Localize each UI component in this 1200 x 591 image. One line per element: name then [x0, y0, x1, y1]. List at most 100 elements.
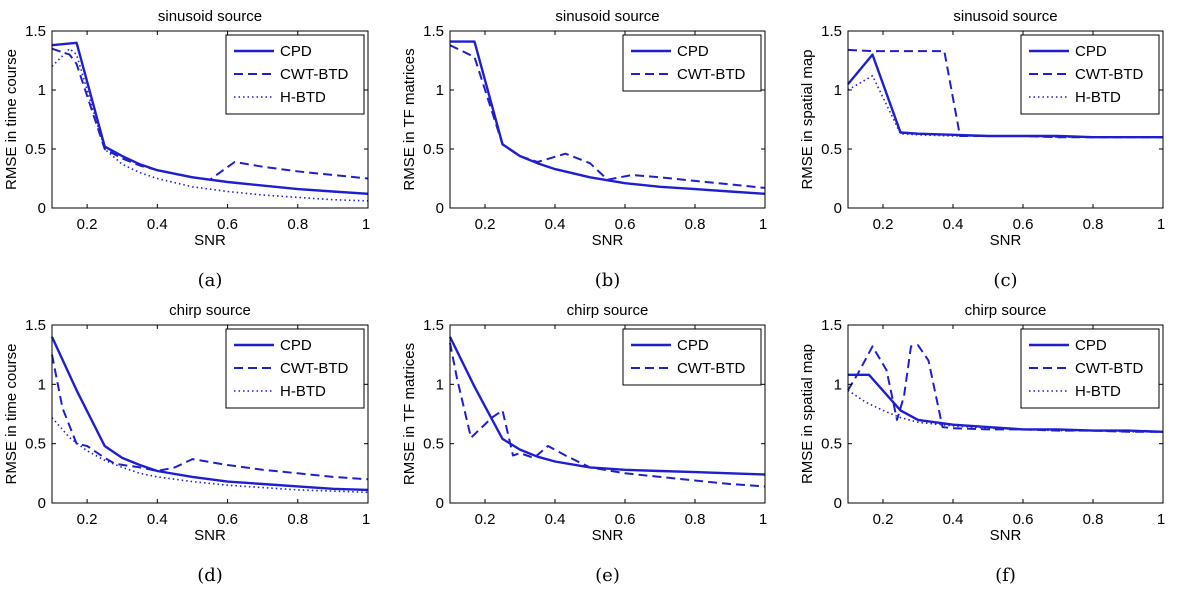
legend-label: H-BTD: [1075, 89, 1121, 106]
series-line-cwt-btd: [847, 344, 1163, 433]
y-tick-label: 0.5: [821, 141, 842, 158]
x-tick-label: 0.8: [685, 511, 706, 528]
x-tick-label: 0.8: [1083, 511, 1104, 528]
x-tick-label: 1: [1157, 216, 1165, 233]
x-tick-label: 0.2: [475, 216, 496, 233]
legend: CPD CWT-BTD: [622, 328, 762, 386]
x-tick-label: 1: [362, 511, 370, 528]
series-line-cwt-btd: [449, 342, 766, 488]
legend: CPD CWT-BTD H-BTD: [1020, 328, 1160, 409]
x-tick-label: 0.6: [615, 216, 636, 233]
y-tick-label: 0: [436, 495, 444, 512]
chart-title: sinusoid source: [953, 8, 1057, 25]
axes-frame: [847, 30, 1164, 209]
panel-caption: (c): [993, 270, 1017, 291]
legend-label: H-BTD: [1075, 383, 1121, 400]
x-axis-label: SNR: [990, 232, 1022, 249]
legend-label: CWT-BTD: [677, 360, 745, 377]
legend-label: H-BTD: [280, 89, 326, 106]
x-tick-label: 0.6: [217, 216, 238, 233]
y-tick-label: 1.5: [821, 23, 842, 40]
series-line-cwt-btd: [449, 44, 766, 189]
chart-title: sinusoid source: [158, 8, 262, 25]
series-line-h-btd: [847, 389, 1163, 433]
x-tick-label: 0.8: [287, 216, 308, 233]
chart-panel-e: 0.2 0.4 0.6 0.8 1 0 0.5 1 1.5 chirp source SNR RMSE…: [401, 302, 767, 586]
y-tick-label: 0.5: [423, 436, 444, 453]
axes-frame: [449, 324, 766, 504]
y-tick-label: 1: [38, 82, 46, 99]
chart-panel-d: 0.2 0.4 0.6 0.8 1 0 0.5 1 1.5 chirp source SNR RMSE…: [3, 302, 370, 586]
series-line-cpd: [848, 373, 1164, 433]
chart-panel-a: 0.2 0.4 0.6 0.8 1 0 0.5 1 1.5 sinusoid source SNR R…: [3, 8, 370, 291]
chart-title: chirp source: [169, 302, 251, 319]
y-axis-label: RMSE in TF matrices: [401, 343, 418, 485]
y-tick-label: 0.5: [423, 141, 444, 158]
legend-label: CWT-BTD: [677, 66, 745, 83]
x-axis-label: SNR: [990, 527, 1022, 544]
y-tick-label: 1.5: [25, 23, 46, 40]
axes-frame: [51, 324, 369, 504]
legend: CPD CWT-BTD H-BTD: [225, 328, 365, 409]
legend-box: [622, 328, 762, 386]
x-tick-label: 0.2: [77, 511, 98, 528]
chart-panel-f: 0.2 0.4 0.6 0.8 1 0 0.5 1 1.5 chirp source SNR RMSE…: [799, 302, 1165, 586]
x-tick-label: 0.4: [943, 216, 964, 233]
panel-caption: (d): [197, 565, 223, 586]
x-tick-label: 0.8: [685, 216, 706, 233]
legend-box: [622, 34, 762, 92]
panel-caption: (a): [198, 270, 223, 291]
legend-label: CWT-BTD: [280, 66, 348, 83]
legend: CPD CWT-BTD H-BTD: [1020, 34, 1160, 115]
y-tick-label: 0: [834, 495, 842, 512]
x-tick-label: 1: [759, 511, 767, 528]
legend-label: CPD: [677, 337, 709, 354]
chart-panel-c: 0.2 0.4 0.6 0.8 1 0 0.5 1 1.5 sinusoid source SNR R…: [799, 8, 1165, 291]
legend-label: CPD: [677, 43, 709, 60]
x-tick-label: 0.6: [1013, 511, 1034, 528]
y-tick-label: 1.5: [25, 317, 46, 334]
x-tick-label: 1: [1157, 511, 1165, 528]
y-axis-label: RMSE in time course: [3, 344, 20, 485]
legend-label: CWT-BTD: [280, 360, 348, 377]
x-tick-label: 0.4: [943, 511, 964, 528]
chart-title: chirp source: [965, 302, 1047, 319]
axes-frame: [449, 30, 766, 209]
series-line-cwt-btd: [51, 354, 369, 481]
x-axis-label: SNR: [592, 232, 624, 249]
legend-label: CPD: [1075, 43, 1107, 60]
y-tick-label: 0: [834, 200, 842, 217]
chart-title: chirp source: [567, 302, 649, 319]
y-tick-label: 1.5: [821, 317, 842, 334]
x-tick-label: 1: [759, 216, 767, 233]
y-axis-label: RMSE in TF matrices: [401, 48, 418, 190]
y-axis-label: RMSE in time course: [3, 49, 20, 190]
y-tick-label: 1: [436, 376, 444, 393]
y-axis-label: RMSE in spatial map: [799, 49, 816, 189]
y-tick-label: 0: [436, 200, 444, 217]
x-tick-label: 0.8: [287, 511, 308, 528]
x-tick-label: 0.4: [545, 511, 566, 528]
x-axis-label: SNR: [592, 527, 624, 544]
y-tick-label: 1: [436, 82, 444, 99]
y-axis-label: RMSE in spatial map: [799, 344, 816, 484]
y-tick-label: 1: [38, 376, 46, 393]
x-tick-label: 0.4: [147, 216, 168, 233]
legend-label: CPD: [280, 43, 312, 60]
legend-label: CPD: [1075, 337, 1107, 354]
y-tick-label: 0.5: [821, 436, 842, 453]
y-tick-label: 0: [38, 200, 46, 217]
series-line-h-btd: [51, 47, 369, 202]
series-line-cpd: [51, 41, 369, 195]
y-tick-label: 1.5: [423, 317, 444, 334]
chart-panel-b: 0.2 0.4 0.6 0.8 1 0 0.5 1 1.5 sinusoid source SNR R…: [401, 8, 767, 291]
axes-frame: [847, 324, 1164, 504]
series-line-cwt-btd: [51, 47, 369, 181]
panel-caption: (e): [595, 565, 620, 586]
x-tick-label: 0.8: [1083, 216, 1104, 233]
y-tick-label: 1.5: [423, 23, 444, 40]
legend-label: H-BTD: [280, 383, 326, 400]
x-tick-label: 0.2: [873, 216, 894, 233]
y-tick-label: 0.5: [25, 141, 46, 158]
